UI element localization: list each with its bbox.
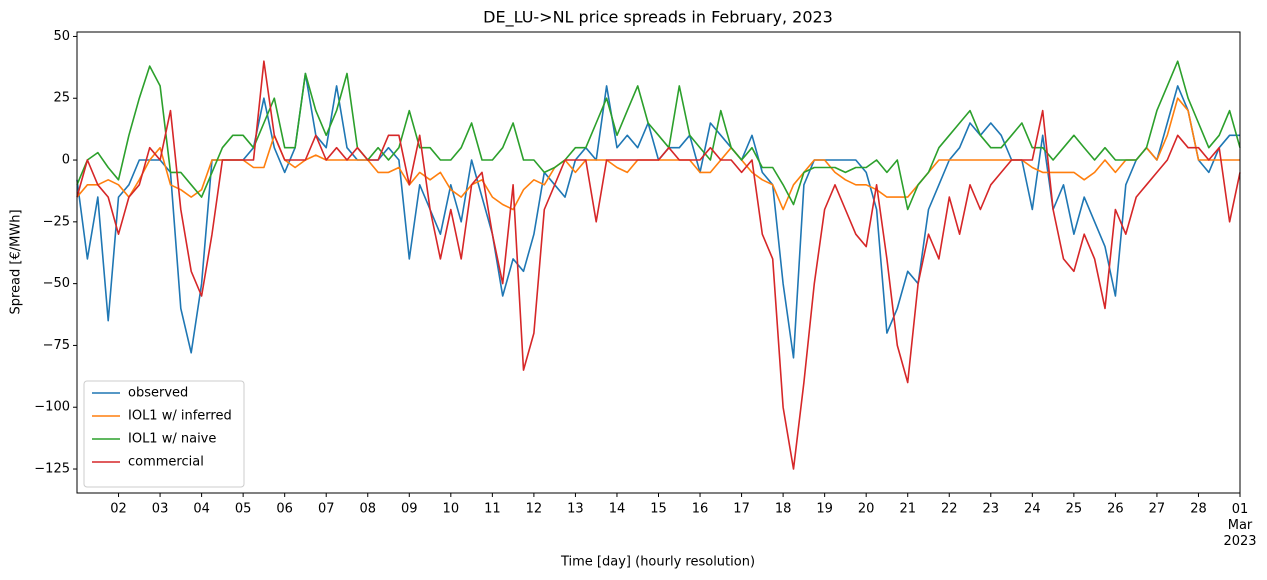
x-tick-label: 23 <box>983 502 1000 517</box>
x-tick-label: 21 <box>899 502 916 517</box>
y-tick-label: 50 <box>53 29 70 44</box>
y-tick-label: 25 <box>53 91 70 106</box>
x-tick-label: 18 <box>775 502 792 517</box>
plot-area <box>76 60 1241 470</box>
legend-label: IOL1 w/ inferred <box>128 409 232 424</box>
x-tick-label: 19 <box>816 502 833 517</box>
x-tick-label: 17 <box>733 502 750 517</box>
x-tick-label: 25 <box>1066 502 1083 517</box>
y-tick-label: −50 <box>43 276 70 291</box>
legend-label: IOL1 w/ naive <box>128 432 216 447</box>
x-tick-label: 12 <box>526 502 543 517</box>
x-tick-label: 16 <box>692 502 709 517</box>
legend-label: observed <box>128 386 188 401</box>
x-tick-label: 10 <box>443 502 460 517</box>
x-tick-label: 07 <box>318 502 335 517</box>
legend-label: commercial <box>128 455 204 470</box>
x-tick-label: 04 <box>193 502 210 517</box>
x-axis-label: Time [day] (hourly resolution) <box>560 555 755 570</box>
y-tick-label: −125 <box>34 462 70 477</box>
x-tick-label: 28 <box>1190 502 1207 517</box>
y-tick-label: −75 <box>43 338 70 353</box>
x-tick-label: 11 <box>484 502 501 517</box>
y-axis-label: Spread [€/MWh] <box>9 209 24 314</box>
x-tick-label: 06 <box>276 502 293 517</box>
x-tick-label: 05 <box>235 502 252 517</box>
x-tick-label: 27 <box>1149 502 1166 517</box>
x-tick-label: 20 <box>858 502 875 517</box>
series-line <box>76 60 1241 470</box>
x-tick-label: 03 <box>152 502 169 517</box>
legend: observed IOL1 w/ inferred IOL1 w/ naive com… <box>83 380 245 488</box>
chart-title: DE_LU->NL price spreads in February, 202… <box>483 8 833 28</box>
x-tick-label: 02 <box>110 502 127 517</box>
legend-frame <box>83 380 245 488</box>
y-tick-label: 0 <box>62 153 70 168</box>
x-tick-label: 24 <box>1024 502 1041 517</box>
x-tick-label: 22 <box>941 502 958 517</box>
x-tick-label: 14 <box>609 502 626 517</box>
y-tick-label: −25 <box>43 214 70 229</box>
x-tick-label: 15 <box>650 502 667 517</box>
x-tick-label: 13 <box>567 502 584 517</box>
x-tick-label: 26 <box>1107 502 1124 517</box>
x-tick-label: 09 <box>401 502 418 517</box>
x-tick-label: 08 <box>359 502 376 517</box>
x-tick-label: 01 Mar 2023 <box>1223 502 1256 549</box>
y-tick-label: −100 <box>34 400 70 415</box>
